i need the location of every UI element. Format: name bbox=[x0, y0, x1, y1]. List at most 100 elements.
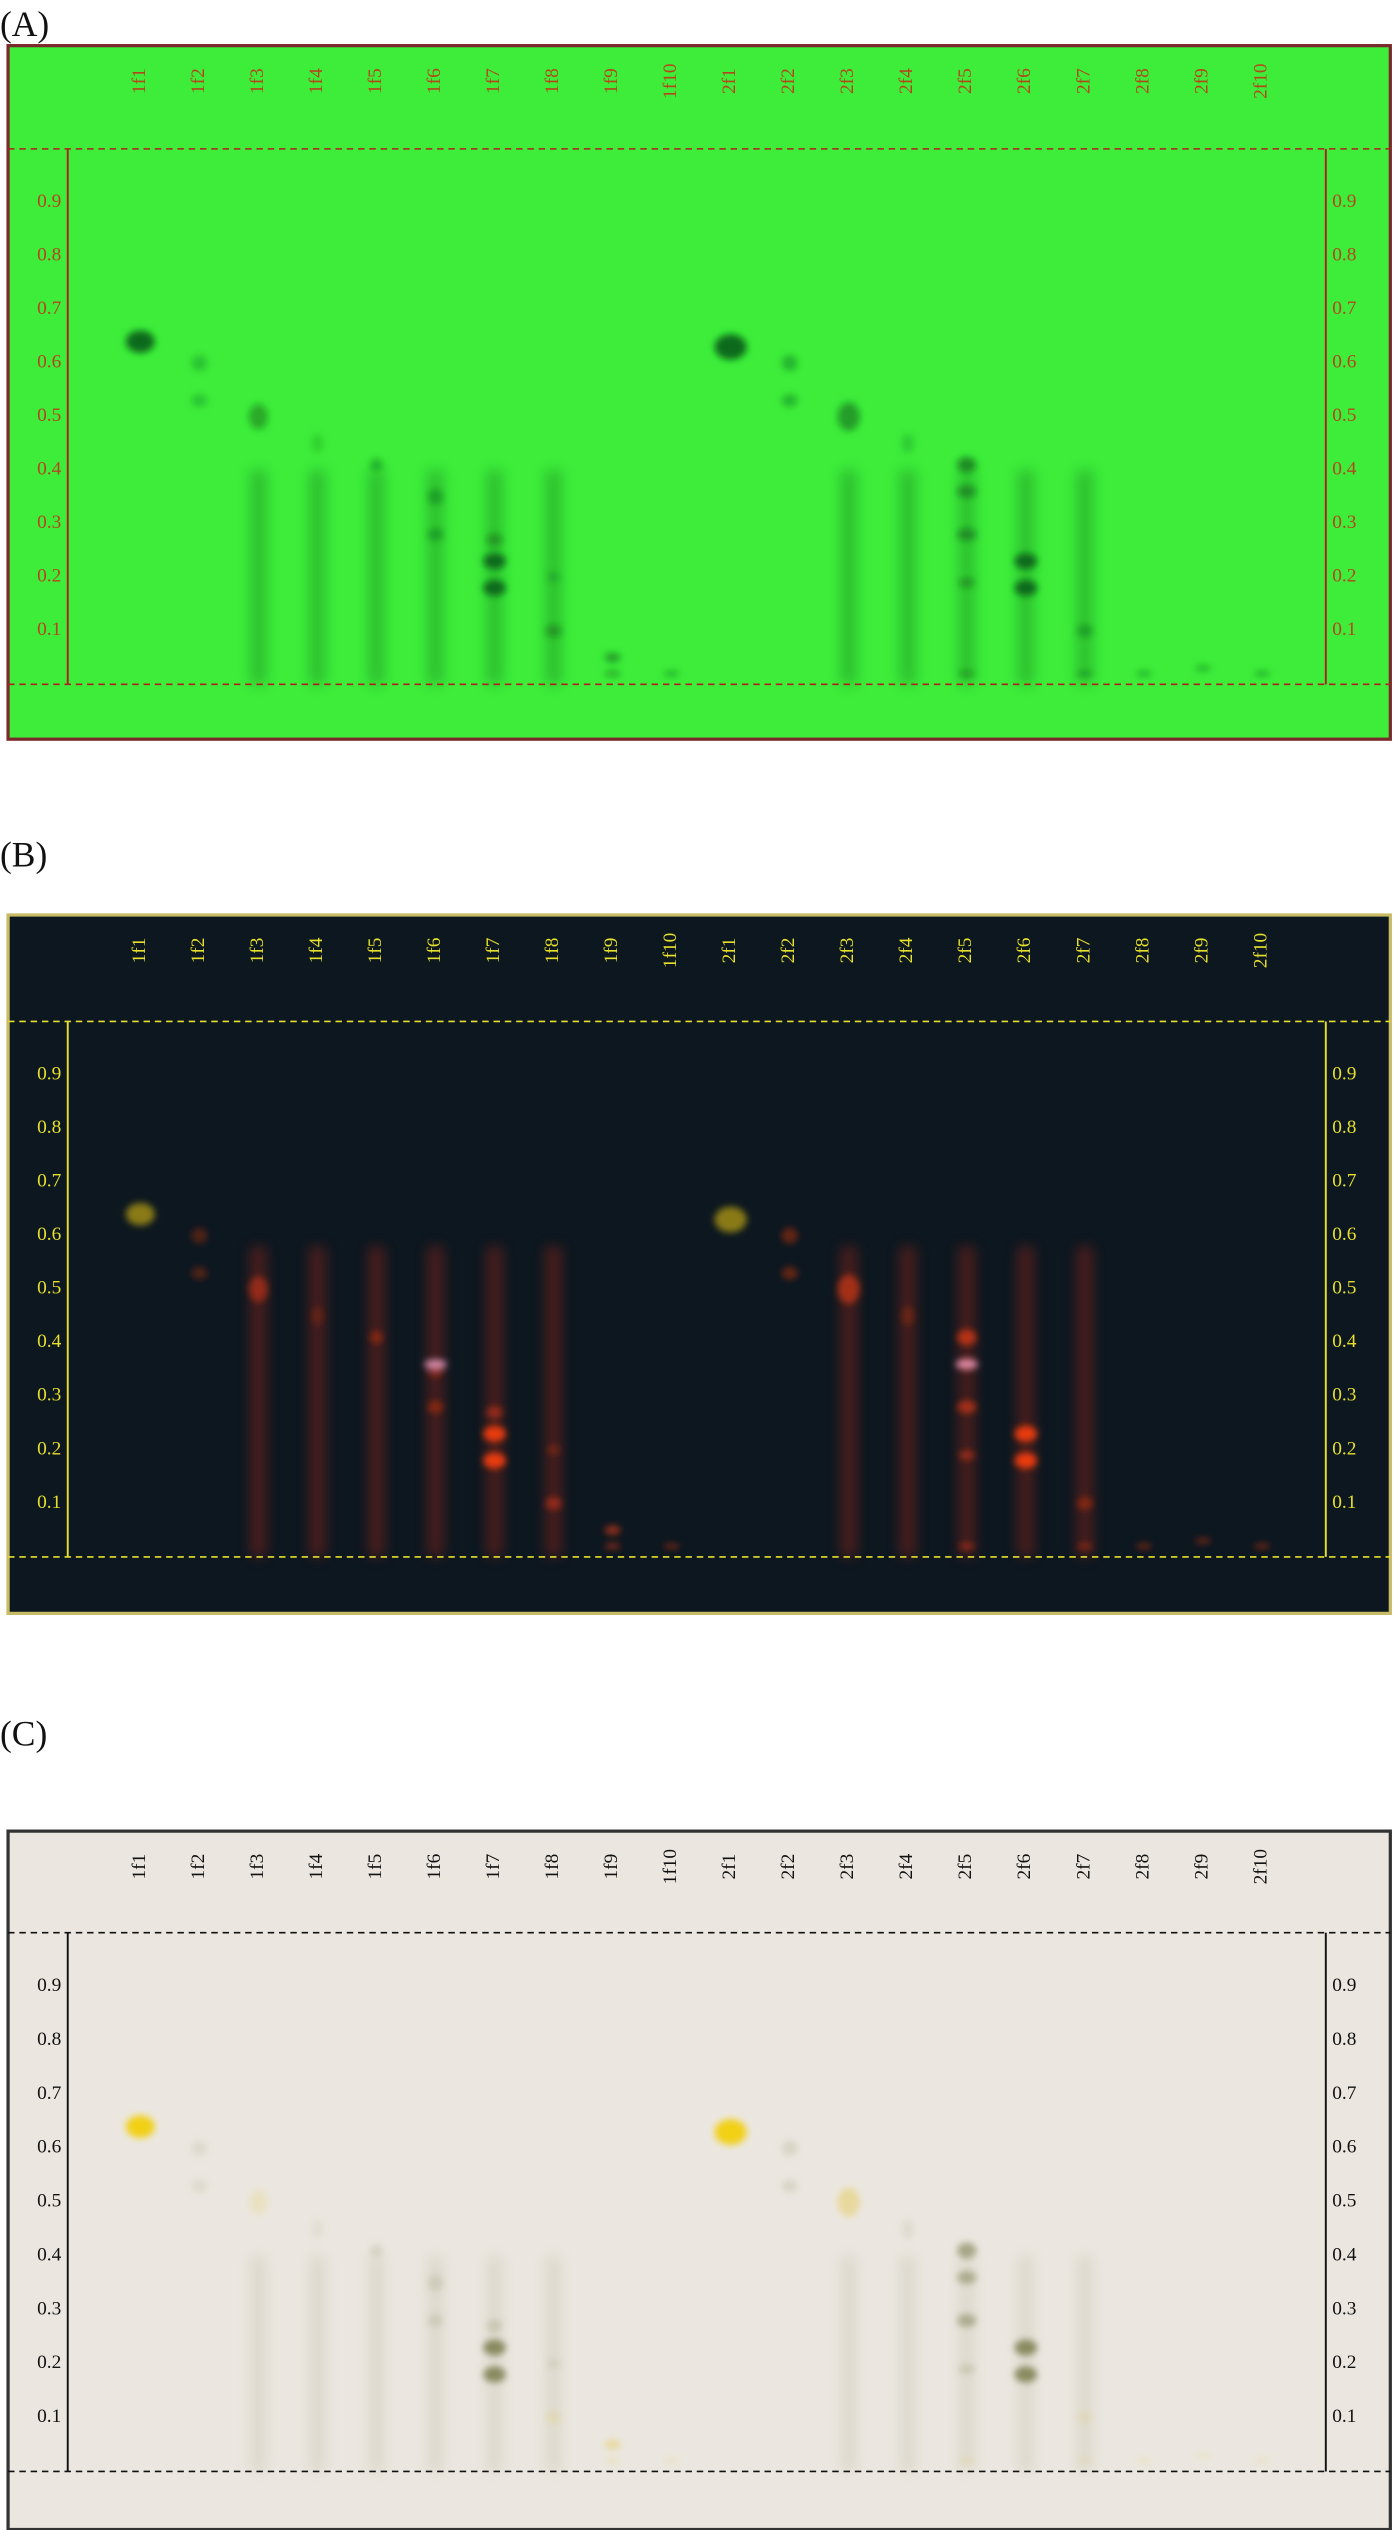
lane-label: 1f9 bbox=[601, 938, 622, 964]
rf-tick-right: 0.3 bbox=[1332, 1385, 1356, 1406]
lane-label: 1f8 bbox=[542, 68, 563, 94]
spot bbox=[1194, 1537, 1211, 1545]
rf-tick-right: 0.5 bbox=[1332, 2191, 1356, 2212]
lane-label: 1f4 bbox=[306, 1853, 327, 1879]
rf-tick-left: 0.8 bbox=[37, 1117, 61, 1138]
streak bbox=[1017, 1246, 1034, 1557]
lane-label: 2f1 bbox=[719, 1854, 740, 1880]
rf-tick-left: 0.6 bbox=[37, 352, 62, 373]
spot bbox=[1076, 2457, 1093, 2464]
rf-tick-left: 0.6 bbox=[37, 2137, 62, 2158]
rf-tick-left: 0.1 bbox=[37, 2406, 61, 2427]
panel-label: (B) bbox=[0, 835, 47, 875]
rf-tick-right: 0.4 bbox=[1332, 1331, 1357, 1352]
tlc-panel: (C) 1f1 1f2 1f3 1f4 1f5 1f6 1f7 1f8 1f9 1f10 2f1 2f2… bbox=[0, 1714, 1392, 2530]
lane-label: 1f8 bbox=[542, 938, 563, 964]
spot bbox=[248, 1276, 269, 1303]
spot bbox=[1253, 1543, 1270, 1550]
panel-label: (C) bbox=[0, 1714, 47, 1754]
streak bbox=[1017, 2255, 1034, 2472]
rf-tick-right: 0.2 bbox=[1332, 1438, 1356, 1459]
streak bbox=[250, 1246, 267, 1557]
spot bbox=[604, 1525, 621, 1535]
spot bbox=[958, 1450, 975, 1461]
spot bbox=[714, 2119, 747, 2145]
spot bbox=[1135, 1543, 1152, 1550]
spot bbox=[248, 2189, 269, 2215]
lane-label: 2f2 bbox=[778, 938, 799, 964]
rf-tick-left: 0.7 bbox=[37, 298, 62, 319]
spot bbox=[547, 1445, 560, 1455]
spot bbox=[604, 1543, 621, 1550]
spot bbox=[958, 2457, 975, 2464]
rf-tick-right: 0.4 bbox=[1332, 459, 1357, 480]
lane-label: 2f6 bbox=[1014, 1853, 1035, 1879]
lane-label: 2f7 bbox=[1073, 1853, 1094, 1879]
lane-label: 1f6 bbox=[424, 68, 445, 94]
plate bbox=[6, 913, 1392, 1615]
spot bbox=[958, 2364, 975, 2374]
rf-tick-right: 0.7 bbox=[1332, 2083, 1357, 2104]
rf-tick-right: 0.2 bbox=[1332, 2352, 1356, 2373]
streak bbox=[899, 2255, 916, 2472]
spot bbox=[1076, 624, 1093, 638]
spots bbox=[125, 2115, 1270, 2464]
streak bbox=[958, 2255, 975, 2472]
rf-tick-left: 0.2 bbox=[37, 566, 61, 587]
spot bbox=[837, 402, 860, 432]
spot bbox=[1076, 2411, 1093, 2425]
rf-tick-left: 0.4 bbox=[37, 459, 62, 480]
spot bbox=[545, 2411, 562, 2425]
spot bbox=[901, 2219, 915, 2239]
rf-tick-left: 0.3 bbox=[37, 512, 61, 533]
spot bbox=[483, 553, 506, 570]
rf-tick-left: 0.9 bbox=[37, 1975, 61, 1996]
lane-label: 1f4 bbox=[306, 937, 327, 963]
spot bbox=[958, 670, 975, 677]
panel-label: (A) bbox=[0, 4, 49, 44]
spot bbox=[545, 1496, 562, 1510]
spot bbox=[483, 2339, 506, 2356]
rf-tick-left: 0.7 bbox=[37, 1171, 62, 1192]
lane-label: 2f4 bbox=[896, 1853, 917, 1879]
spot bbox=[1135, 2457, 1152, 2464]
spot bbox=[1014, 2366, 1038, 2383]
lane-label: 1f2 bbox=[188, 68, 209, 94]
spots bbox=[125, 330, 1270, 677]
rf-tick-right: 0.3 bbox=[1332, 2298, 1356, 2319]
lane-label: 2f9 bbox=[1191, 68, 1212, 94]
rf-tick-right: 0.8 bbox=[1332, 244, 1356, 265]
spot bbox=[191, 394, 208, 407]
spot bbox=[370, 2244, 383, 2258]
streak bbox=[427, 470, 444, 685]
rf-tick-left: 0.8 bbox=[37, 2029, 61, 2050]
spot bbox=[125, 1202, 155, 1226]
rf-tick-right: 0.1 bbox=[1332, 1492, 1356, 1513]
lane-label: 2f10 bbox=[1250, 63, 1271, 98]
lane-label: 2f7 bbox=[1073, 937, 1094, 963]
spot bbox=[1014, 579, 1038, 597]
lane-label: 2f1 bbox=[719, 68, 740, 94]
lane-label: 2f9 bbox=[1191, 938, 1212, 964]
streak bbox=[840, 2255, 857, 2472]
spot bbox=[1135, 670, 1152, 677]
lane-streaks bbox=[250, 1246, 1093, 1557]
rf-tick-right: 0.6 bbox=[1332, 1224, 1357, 1245]
rf-tick-right: 0.8 bbox=[1332, 2029, 1356, 2050]
streak bbox=[250, 2255, 267, 2472]
spot bbox=[781, 394, 798, 407]
rf-tick-left: 0.6 bbox=[37, 1224, 62, 1245]
lane-label: 2f3 bbox=[837, 68, 858, 94]
spot bbox=[191, 1266, 208, 1280]
spot bbox=[191, 2140, 208, 2157]
spot bbox=[427, 2314, 444, 2328]
spot bbox=[663, 1543, 680, 1550]
rf-tick-right: 0.9 bbox=[1332, 1975, 1356, 1996]
spot bbox=[781, 1227, 798, 1244]
spot bbox=[781, 1266, 798, 1280]
streak bbox=[840, 1246, 857, 1557]
spot bbox=[837, 1274, 860, 1304]
spot bbox=[957, 2271, 977, 2284]
lane-label: 2f2 bbox=[778, 68, 799, 94]
spot bbox=[781, 355, 798, 372]
